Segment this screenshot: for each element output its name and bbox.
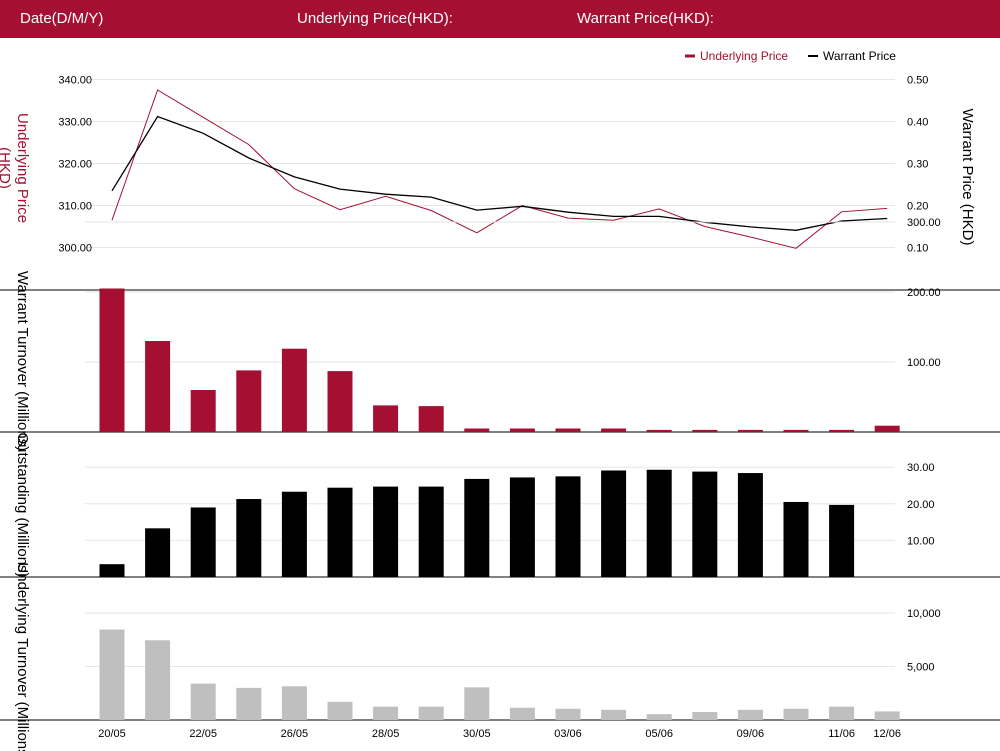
right-tick-label: 300.00: [907, 217, 941, 229]
underlying-turnover-bar: [555, 708, 581, 720]
outstanding-bar: [555, 476, 581, 577]
outstanding-bar: [692, 471, 718, 577]
underlying-turnover-bar: [145, 640, 171, 720]
warrant-chart: 300.00 310.00 320.00 330.00 340.00 0.10 0.20 0.…: [0, 49, 1000, 751]
outstanding-bar: [99, 564, 125, 577]
warrant-turnover-bar: [373, 405, 399, 432]
warrant-turnover-bar: [692, 429, 718, 432]
warrant-turnover-bar: [829, 429, 855, 432]
underlying-turnover-bar: [464, 687, 490, 720]
outstanding-bar: [464, 478, 490, 577]
underlying-turnover-bar: [783, 708, 809, 720]
axis-title-line: Underlying Price: [14, 113, 31, 223]
x-tick-label: 11/06: [828, 728, 855, 740]
x-tick-label: 09/06: [737, 728, 765, 740]
outstanding-bar: [327, 487, 353, 577]
right-tick-label: 100.00: [907, 357, 941, 369]
right-tick-label: 0.30: [907, 159, 928, 171]
underlying-turnover-bar: [236, 687, 262, 720]
warrant-turnover-bar: [737, 429, 763, 432]
left-tick-label: 330.00: [58, 117, 92, 129]
legend-label-underlying: Underlying Price: [700, 49, 788, 63]
left-tick-label: 300.00: [58, 243, 92, 255]
outstanding-bar: [737, 473, 763, 577]
date-label: Date(D/M/Y): [20, 10, 104, 27]
outstanding-bar: [509, 477, 535, 577]
warrant-price-line: [111, 115, 888, 231]
right-tick-label: 200.00: [907, 287, 941, 299]
outstanding-bar: [601, 470, 627, 577]
right-tick-label: 0.40: [907, 117, 928, 129]
left-tick-label: 320.00: [58, 159, 92, 171]
warrant-turnover-bar: [327, 371, 353, 432]
underlying-turnover-bar: [874, 711, 900, 720]
underlying-turnover-bar: [327, 701, 353, 720]
underlying-price-label: Underlying Price(HKD):: [297, 10, 453, 27]
outstanding-bar: [190, 507, 216, 577]
right-tick-label: 10.00: [907, 535, 935, 547]
underlying-turnover-bar: [692, 711, 718, 720]
warrant-turnover-bar: [646, 429, 672, 432]
right-tick-label: 10,000: [907, 608, 941, 620]
warrant-turnover-bar: [509, 428, 535, 432]
left-axis-title: Underlying Price(HKD): [0, 113, 31, 223]
x-tick-label: 22/05: [189, 728, 217, 740]
underlying-turnover-bar: [418, 706, 444, 720]
left-tick-label: 340.00: [58, 75, 92, 87]
warrant-turnover-bar: [783, 429, 809, 432]
underlying-turnover-bar: [646, 714, 672, 720]
warrant-turnover-bar: [281, 348, 307, 432]
warrant-turnover-bar: [190, 390, 216, 432]
underlying-turnover-bar: [509, 707, 535, 720]
panel-axis-title: Warrant Turnover (Millions): [14, 271, 31, 451]
outstanding-bar: [646, 469, 672, 577]
right-tick-label: 30.00: [907, 462, 935, 474]
x-tick-label: 03/06: [554, 728, 582, 740]
x-tick-label: 12/06: [873, 728, 901, 740]
warrant-turnover-bar: [874, 425, 900, 432]
chart-header: Date(D/M/Y) Underlying Price(HKD): Warra…: [0, 0, 1000, 38]
right-tick-label: 0.20: [907, 201, 928, 213]
left-tick-label: 310.00: [58, 201, 92, 213]
x-tick-label: 26/05: [281, 728, 309, 740]
warrant-turnover-bar: [464, 428, 490, 432]
outstanding-bar: [783, 501, 809, 577]
x-tick-label: 30/05: [463, 728, 491, 740]
underlying-price-line: [111, 89, 888, 249]
outstanding-bar: [236, 499, 262, 577]
warrant-turnover-bar: [418, 406, 444, 432]
underlying-turnover-bar: [99, 629, 125, 720]
underlying-turnover-bar: [373, 706, 399, 720]
x-tick-label: 05/06: [645, 728, 673, 740]
warrant-turnover-bar: [99, 288, 125, 432]
underlying-turnover-bar: [601, 709, 627, 720]
right-tick-label: 0.10: [907, 243, 928, 255]
right-tick-label: 0.50: [907, 75, 928, 87]
warrant-turnover-bar: [555, 428, 581, 432]
underlying-turnover-bar: [737, 709, 763, 720]
x-tick-label: 20/05: [98, 728, 126, 740]
outstanding-bar: [418, 486, 444, 577]
warrant-turnover-bar: [236, 370, 262, 432]
warrant-turnover-bar: [601, 428, 627, 432]
panel-axis-title: Underlying Turnover (Millions): [14, 562, 31, 751]
outstanding-bar: [281, 491, 307, 577]
right-tick-label: 5,000: [907, 662, 935, 674]
panel-axis-title: Outstanding (Millions): [14, 432, 31, 577]
right-tick-label: 20.00: [907, 499, 935, 511]
x-tick-label: 28/05: [372, 728, 400, 740]
outstanding-bar: [145, 528, 171, 577]
underlying-turnover-bar: [829, 706, 855, 720]
warrant-turnover-bar: [145, 341, 171, 432]
axis-title-line: (HKD): [0, 147, 13, 189]
outstanding-bar: [829, 504, 855, 577]
legend-label-warrant: Warrant Price: [823, 49, 896, 63]
warrant-price-label: Warrant Price(HKD):: [577, 10, 714, 27]
right-axis-title: Warrant Price (HKD): [959, 109, 976, 246]
underlying-turnover-bar: [190, 683, 216, 720]
outstanding-bar: [373, 486, 399, 577]
underlying-turnover-bar: [281, 686, 307, 720]
